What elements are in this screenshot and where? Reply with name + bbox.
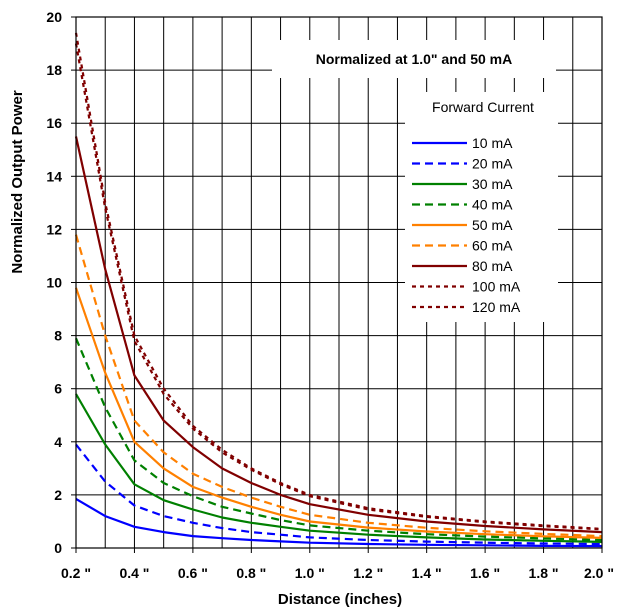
series-layer <box>74 32 603 548</box>
legend-label: 40 mA <box>472 197 513 213</box>
legend-label: 30 mA <box>472 176 513 192</box>
y-tick-label: 8 <box>54 328 62 344</box>
legend-label: 50 mA <box>472 217 513 233</box>
y-tick-label: 16 <box>46 115 62 131</box>
y-tick-label: 4 <box>54 434 62 450</box>
series-line-20-ma <box>75 443 603 546</box>
x-tick-label: 1.4 " <box>412 565 442 581</box>
legend-item: 30 mA <box>412 176 513 192</box>
legend-item: 40 mA <box>412 197 513 213</box>
annotation-box: Normalized at 1.0" and 50 mA <box>272 40 556 78</box>
legend-item: 60 mA <box>412 238 513 254</box>
series-line-10-ma <box>75 497 603 548</box>
legend-title: Forward Current <box>432 99 534 115</box>
series-line-80-ma <box>74 136 603 534</box>
x-tick-label: 0.8 " <box>236 565 266 581</box>
legend-item: 20 mA <box>412 156 513 172</box>
y-tick-label: 12 <box>46 221 62 237</box>
legend-item: 120 mA <box>412 299 521 315</box>
series-line-40-ma <box>74 337 603 542</box>
legend-label: 10 mA <box>472 135 513 151</box>
legend-items: 10 mA 20 mA 30 mA 40 mA 50 mA 60 mA 80 mA 100 m… <box>412 135 521 315</box>
x-tick-label: 1.0 " <box>295 565 325 581</box>
legend-item: 50 mA <box>412 217 513 233</box>
series-line-60-ma <box>74 234 603 538</box>
y-tick-label: 2 <box>54 487 62 503</box>
legend-item: 10 mA <box>412 135 513 151</box>
annotation-background <box>272 40 556 78</box>
legend-item: 100 mA <box>412 279 521 295</box>
legend-label: 60 mA <box>472 238 513 254</box>
annotation-text: Normalized at 1.0" and 50 mA <box>316 51 512 67</box>
x-tick-label: 2.0 " <box>584 565 614 581</box>
legend-background <box>405 92 558 322</box>
x-tick-label: 0.4 " <box>119 565 149 581</box>
y-tick-label: 0 <box>54 540 62 556</box>
x-axis-title: Distance (inches) <box>278 591 402 608</box>
y-tick-label: 18 <box>46 62 62 78</box>
series-line-50-ma <box>74 287 603 539</box>
y-tick-label: 10 <box>46 275 62 291</box>
legend-label: 120 mA <box>472 299 521 315</box>
x-tick-label: 0.2 " <box>61 565 91 581</box>
x-tick-label: 1.2 " <box>353 565 383 581</box>
legend-label: 100 mA <box>472 279 521 295</box>
x-tick-label: 1.6 " <box>470 565 500 581</box>
legend-label: 20 mA <box>472 156 513 172</box>
y-tick-label: 20 <box>46 9 62 25</box>
y-tick-label: 6 <box>54 381 62 397</box>
axes: 0 2 4 6 8 10 12 14 16 18 20 0.2 " 0.4 " 0.6 " 0.8 " 1.0… <box>46 9 614 581</box>
series-line-120-ma <box>74 43 603 531</box>
x-tick-label: 0.6 " <box>178 565 208 581</box>
legend-label: 80 mA <box>472 258 513 274</box>
y-tick-label: 14 <box>46 168 62 184</box>
x-tick-label: 1.8 " <box>529 565 559 581</box>
legend: Forward Current 10 mA 20 mA 30 mA 40 mA 50 m… <box>405 92 558 322</box>
y-axis-title: Normalized Output Power <box>9 90 26 274</box>
legend-item: 80 mA <box>412 258 513 274</box>
series-line-30-ma <box>75 393 603 543</box>
